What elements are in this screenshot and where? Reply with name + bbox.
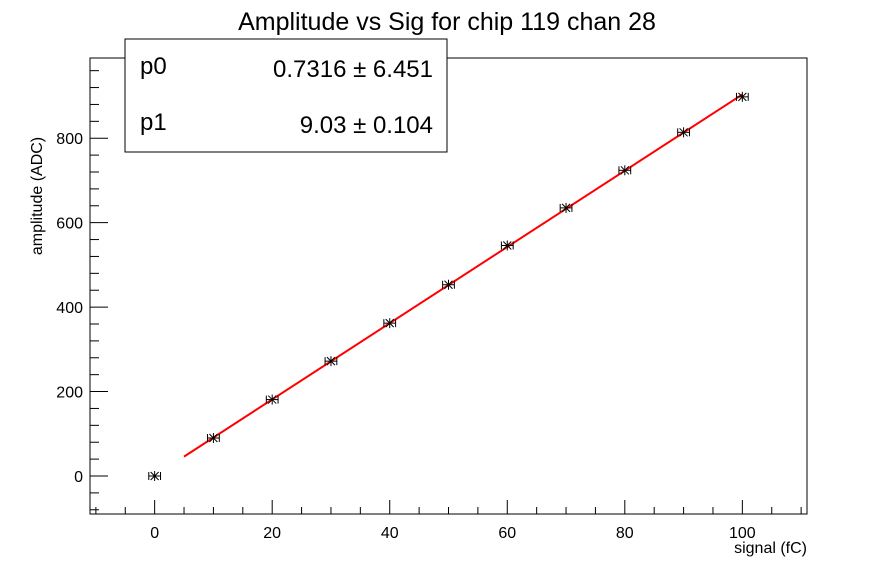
y-tick-label: 400 xyxy=(56,300,83,317)
x-axis-label: signal (fC) xyxy=(734,540,807,557)
x-tick-label: 0 xyxy=(150,525,159,542)
x-tick-label: 100 xyxy=(729,525,756,542)
data-point xyxy=(442,279,455,290)
data-point xyxy=(735,91,749,102)
x-tick-label: 80 xyxy=(616,525,634,542)
axis-tick-labels: 0 20 40 60 80 100 0 200 400 600 800 xyxy=(56,131,756,542)
fit-line xyxy=(183,93,743,458)
data-point xyxy=(618,165,632,176)
data-point xyxy=(559,202,573,213)
stats-value-p0: 0.7316 ± 6.451 xyxy=(273,56,433,83)
axis-ticks xyxy=(90,70,802,514)
fit-stats-box: p0 0.7316 ± 6.451 p1 9.03 ± 0.104 xyxy=(124,38,448,153)
y-axis-label: amplitude (ADC) xyxy=(29,137,46,255)
fit-layer xyxy=(183,93,743,458)
data-point xyxy=(324,356,338,367)
y-tick-label: 600 xyxy=(56,216,83,233)
x-tick-label: 60 xyxy=(498,525,516,542)
stats-name-p1: p1 xyxy=(140,109,167,136)
x-tick-label: 40 xyxy=(381,525,399,542)
stats-value-p1: 9.03 ± 0.104 xyxy=(300,112,433,139)
data-point xyxy=(207,433,220,443)
stats-name-p0: p0 xyxy=(140,53,167,80)
data-point xyxy=(148,471,162,481)
data-point xyxy=(500,240,514,251)
data-point xyxy=(677,127,690,138)
y-tick-label: 800 xyxy=(56,131,83,148)
chart-title: Amplitude vs Sig for chip 119 chan 28 xyxy=(238,8,656,36)
data-point xyxy=(265,394,279,405)
data-points-layer xyxy=(148,91,749,481)
y-tick-label: 200 xyxy=(56,385,83,402)
data-point xyxy=(383,318,397,329)
y-tick-label: 0 xyxy=(74,469,83,486)
x-tick-label: 20 xyxy=(263,525,281,542)
